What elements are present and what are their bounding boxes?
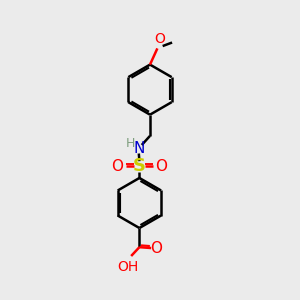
Text: H: H [126, 137, 135, 150]
Text: S: S [133, 158, 146, 175]
Text: O: O [155, 159, 167, 174]
Text: O: O [112, 159, 124, 174]
Text: O: O [150, 241, 162, 256]
Text: N: N [133, 141, 145, 156]
Text: OH: OH [117, 260, 138, 274]
Text: O: O [154, 32, 165, 46]
